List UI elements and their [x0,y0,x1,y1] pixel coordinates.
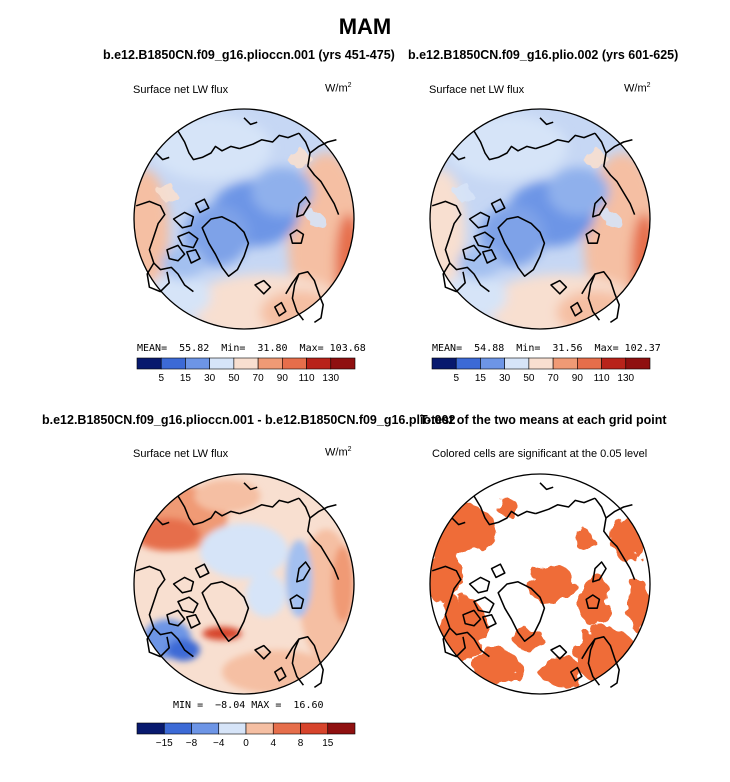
panel-3-colorbar-box [218,722,247,735]
panel-2-colorbar-box [601,357,627,370]
panel-3-colorbar-tick-label: 8 [298,738,304,749]
panel-3-colorbar-box [300,722,329,735]
panel-3-colorbar-tick-label: 4 [270,738,276,749]
panel-1-colorbar: 5 15 30 50 70 90 110 130 [136,357,356,384]
panel-2-map [429,108,651,330]
panel-2-colorbar-tick-label: 5 [453,373,459,384]
panel-3-stats: MIN = −8.04 MAX = 16.60 [173,700,324,711]
panel-2-colorbar-tick-label: 50 [523,373,535,384]
panel-1-colorbar-box [306,357,332,370]
panel-1-colorbar-tick-label: 50 [228,373,240,384]
panel-2-colorbar-box [528,357,554,370]
panel-2-colorbar-tick-label: 110 [594,373,610,384]
panel-1-colorbar-tick-label: 110 [299,373,315,384]
panel-3-colorbar-tick-label: −8 [186,738,198,749]
panel-2-colorbar-tick-label: 90 [572,373,584,384]
panel-4-note: Colored cells are significant at the 0.0… [432,448,648,460]
panel-1-colorbar-box [257,357,283,370]
panel-3-colorbar-box [163,722,192,735]
panel-2-colorbar-box [480,357,505,370]
panel-1-title: b.e12.B1850CN.f09_g16.plioccn.001 (yrs 4… [103,48,395,62]
panel-4-title: T-test of the two means at each grid poi… [420,413,667,427]
panel-1-colorbar-box [330,357,356,370]
panel-2-colorbar-box [431,357,457,370]
panel-3-colorbar-box [245,722,274,735]
panel-3-units: W/m2 [325,446,352,459]
panel-1-colorbar-box [160,357,186,370]
panel-2-variable: Surface net LW flux [429,84,525,96]
panel-1-colorbar-box [136,357,162,370]
panel-3-colorbar-box [191,722,220,735]
panel-1-colorbar-tick-label: 90 [277,373,289,384]
panel-1-map [133,108,355,330]
panel-2-colorbar-box [455,357,481,370]
panel-3-colorbar-tick-label: −4 [213,738,225,749]
panel-2-colorbar-tick-label: 70 [548,373,560,384]
panel-2-colorbar-tick-label: 30 [499,373,511,384]
panel-1-stats: MEAN= 55.82 Min= 31.80 Max= 103.68 [137,343,366,354]
panel-1-colorbar-box [233,357,259,370]
panel-3-colorbar-tick-label: 0 [243,738,249,749]
panel-2-colorbar-box [504,357,530,370]
panel-1-colorbar-box [185,357,210,370]
panel-3-colorbar: −15 −8 −4 0 4 8 15 [136,722,356,749]
panel-1-units: W/m2 [325,82,352,95]
panel-2-colorbar-tick-label: 15 [475,373,487,384]
panel-1-colorbar-tick-label: 15 [180,373,192,384]
panel-2-units: W/m2 [624,82,651,95]
panel-3-colorbar-tick-label: 15 [322,738,334,749]
panel-2-colorbar-box [552,357,578,370]
panel-3-colorbar-box [136,722,165,735]
panel-2-colorbar-tick-label: 130 [617,373,634,384]
panel-1-colorbar-tick-label: 130 [322,373,339,384]
panel-1-colorbar-box [209,357,235,370]
panel-3-variable: Surface net LW flux [133,448,229,460]
panel-1-variable: Surface net LW flux [133,84,229,96]
panel-1-colorbar-tick-label: 5 [158,373,164,384]
panel-2-colorbar-box [625,357,651,370]
panel-2-colorbar-box [577,357,602,370]
panel-3-colorbar-box [272,722,301,735]
panel-1-colorbar-tick-label: 70 [253,373,265,384]
panel-1-colorbar-tick-label: 30 [204,373,216,384]
panel-2-title: b.e12.B1850CN.f09_g16.plio.002 (yrs 601-… [408,48,679,62]
panel-3-map [133,473,355,695]
panel-1-colorbar-box [282,357,307,370]
panel-3-title: b.e12.B1850CN.f09_g16.plioccn.001 - b.e1… [42,413,456,427]
panel-3-colorbar-box [327,722,356,735]
panel-4-map [429,473,651,695]
panel-2-stats: MEAN= 54.88 Min= 31.56 Max= 102.37 [432,343,661,354]
panel-3-colorbar-tick-label: −15 [156,738,173,749]
panel-2-colorbar: 5 15 30 50 70 90 110 130 [431,357,651,384]
figure-title: MAM [338,14,392,39]
